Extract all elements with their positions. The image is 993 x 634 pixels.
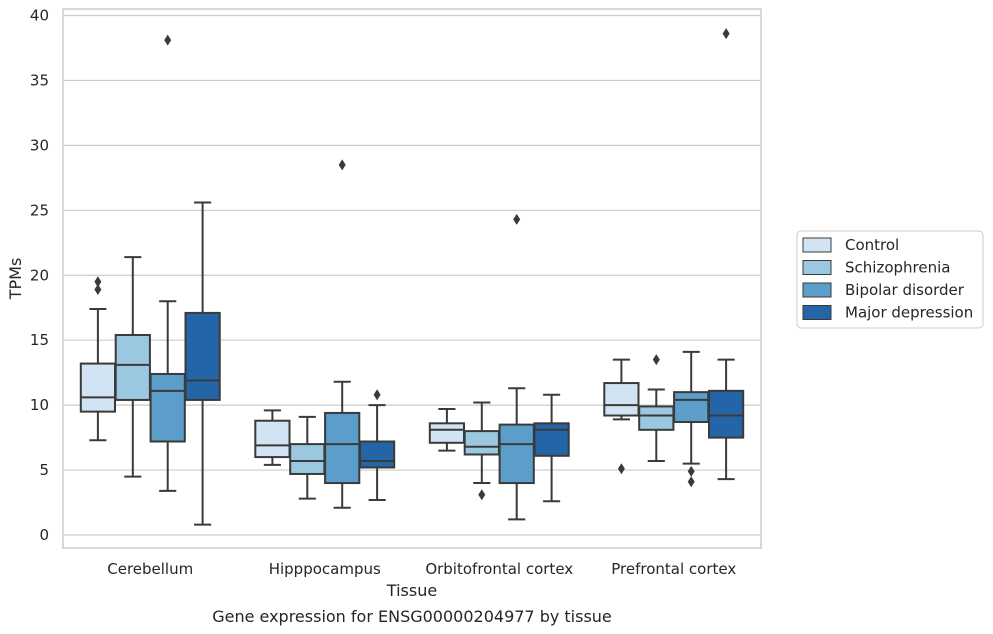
box-bipolar-disorder [149, 34, 186, 492]
outlier-point [164, 34, 172, 46]
box-bipolar-disorder [673, 350, 710, 488]
legend-label: Bipolar disorder [845, 281, 965, 299]
outlier-point [94, 276, 102, 288]
box-body [638, 405, 675, 431]
x-axis-label: Tissue [386, 581, 437, 600]
y-tick-label: 0 [39, 526, 49, 544]
box-body [114, 333, 151, 401]
y-tick-label: 35 [30, 71, 49, 89]
legend-label: Schizophrenia [845, 259, 950, 277]
box-body [707, 389, 745, 439]
box-body [673, 391, 710, 424]
y-tick-label: 25 [30, 201, 49, 219]
y-tick-label: 20 [30, 266, 49, 284]
box-control [428, 408, 466, 452]
outlier-point [687, 465, 695, 477]
legend-label: Control [845, 236, 899, 254]
box-schizophrenia [638, 354, 675, 462]
outlier-point [338, 159, 346, 171]
x-axis-ticks: Cerebellum Hipppocampus Orbitofrontal cort… [107, 560, 736, 578]
box-plots [79, 28, 745, 526]
x-tick-label: Orbitofrontal cortex [425, 560, 573, 578]
outlier-point [652, 354, 660, 366]
chart-caption: Gene expression for ENSG00000204977 by t… [212, 607, 612, 626]
box-body [324, 411, 361, 485]
y-tick-label: 30 [30, 136, 49, 154]
box-schizophrenia [289, 415, 326, 500]
y-tick-label: 5 [39, 461, 49, 479]
box-major-depression [358, 389, 396, 501]
box-body [533, 422, 570, 457]
box-body [463, 430, 500, 456]
box-body [428, 422, 466, 444]
box-control [603, 358, 640, 475]
box-schizophrenia [114, 256, 151, 478]
outlier-point [94, 284, 102, 296]
x-tick-label: Cerebellum [107, 560, 193, 578]
legend-swatch [802, 305, 832, 320]
box-bipolar-disorder [324, 159, 361, 509]
outlier-point [617, 463, 625, 475]
outlier-point [478, 489, 486, 501]
y-axis-ticks: 0 5 10 15 20 25 30 35 40 [30, 6, 49, 544]
box-bipolar-disorder [498, 213, 535, 521]
box-body [603, 382, 640, 417]
box-schizophrenia [463, 401, 500, 501]
legend-swatch [802, 282, 832, 298]
legend-frame [796, 230, 984, 329]
box-major-depression [707, 28, 745, 481]
box-major-depression [184, 201, 221, 526]
box-body [358, 440, 396, 469]
legend-label: Major depression [845, 304, 973, 322]
x-tick-label: Hipppocampus [269, 560, 381, 578]
outlier-point [687, 476, 695, 488]
outlier-point [513, 213, 521, 225]
legend-swatch [802, 260, 832, 275]
box-body [289, 443, 326, 475]
legend: Control Schizophrenia Bipolar disorder Majo… [796, 230, 984, 329]
box-control [254, 409, 291, 466]
y-axis-label: TPMs [6, 258, 25, 301]
y-tick-label: 40 [30, 6, 49, 24]
y-tick-label: 10 [30, 396, 49, 414]
box-body [79, 362, 117, 413]
box-body [184, 311, 221, 401]
box-control [79, 276, 117, 442]
box-body [498, 423, 535, 485]
outlier-point [722, 28, 730, 40]
x-tick-label: Prefrontal cortex [611, 560, 736, 578]
outlier-point [373, 389, 381, 401]
legend-swatch [802, 237, 832, 253]
box-body [149, 372, 186, 443]
box-body [254, 419, 291, 459]
plot-frame [62, 8, 762, 549]
y-tick-label: 15 [30, 331, 49, 349]
box-major-depression [533, 393, 570, 503]
